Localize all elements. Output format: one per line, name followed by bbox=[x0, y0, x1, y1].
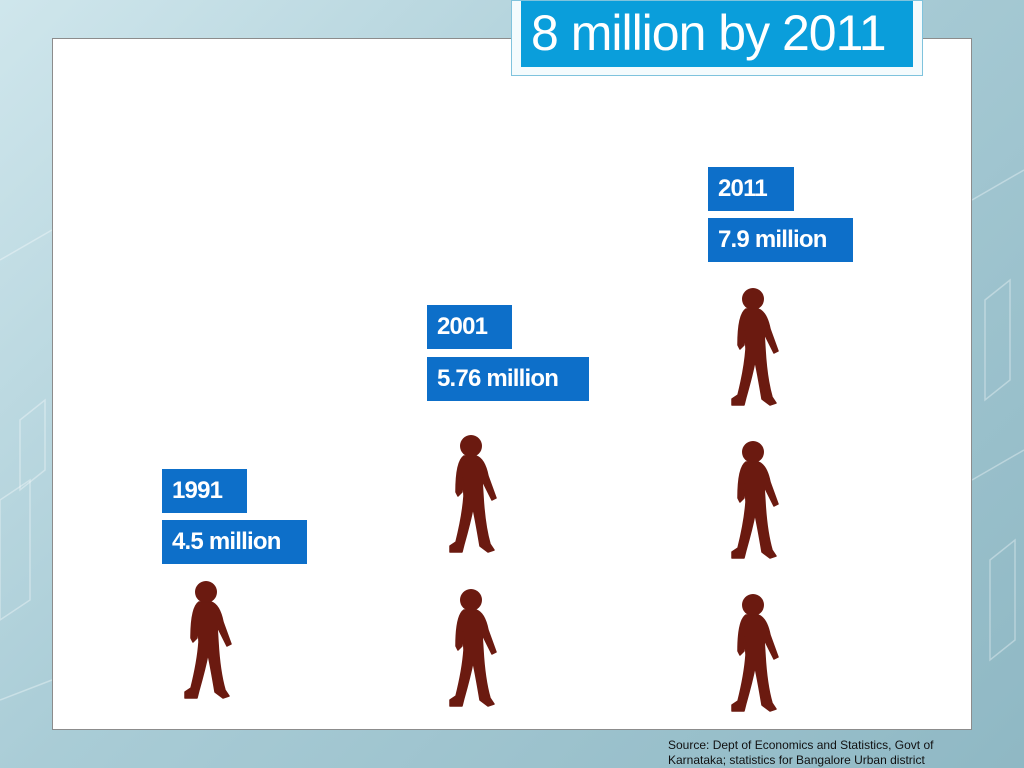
population-label-2011: 7.9 million bbox=[708, 218, 853, 262]
person-icon bbox=[449, 434, 497, 553]
slide-title: 8 million by 2011 bbox=[531, 5, 887, 61]
person-icon bbox=[731, 593, 779, 712]
source-note: Source: Dept of Economics and Statistics… bbox=[668, 738, 934, 767]
person-icon bbox=[184, 580, 232, 699]
person-icon bbox=[731, 440, 779, 559]
year-label-1991: 1991 bbox=[162, 469, 247, 513]
person-icon bbox=[731, 287, 779, 406]
population-label-1991: 4.5 million bbox=[162, 520, 307, 564]
population-label-2001: 5.76 million bbox=[427, 357, 589, 401]
year-label-2001: 2001 bbox=[427, 305, 512, 349]
person-icon bbox=[449, 588, 497, 707]
year-label-2011: 2011 bbox=[708, 167, 794, 211]
title-box: 8 million by 2011 bbox=[511, 0, 923, 76]
title-banner: 8 million by 2011 bbox=[521, 1, 913, 67]
